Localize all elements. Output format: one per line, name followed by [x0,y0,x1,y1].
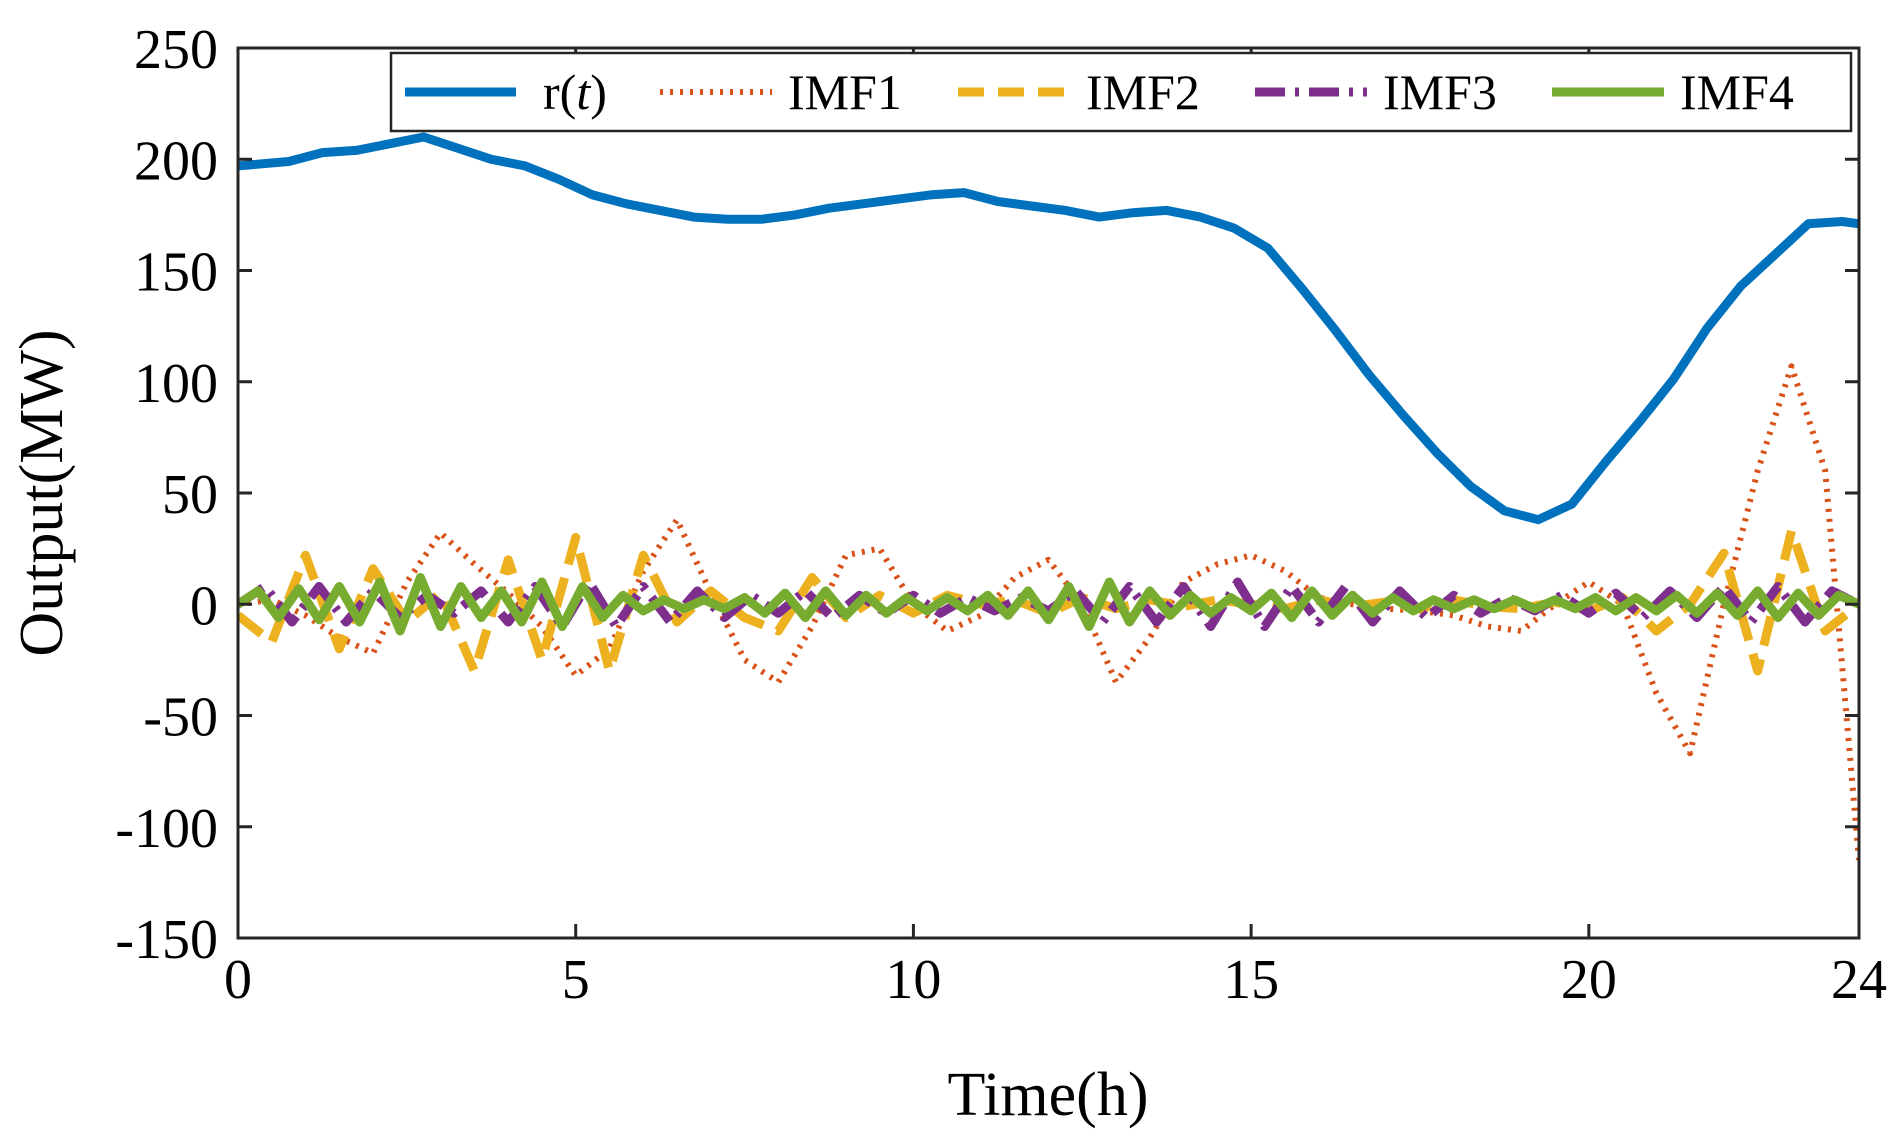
y-tick-label: -100 [115,798,218,860]
legend-label-imf2: IMF2 [1086,64,1200,120]
y-tick-label: -150 [115,909,218,971]
x-tick-label: 0 [224,949,252,1011]
y-tick-label: 0 [190,575,218,637]
y-tick-label: 100 [134,353,218,415]
legend: r(t) IMF1 IMF2 IMF3 IMF4 [389,51,1853,133]
legend-label-r-t-: r(t) [543,64,607,120]
x-tick-label: 24 [1831,949,1887,1011]
plot-frame [236,46,1861,940]
y-axis-label: Output(MW) [8,329,76,656]
x-tick-label: 5 [562,949,590,1011]
legend-label-imf3: IMF3 [1383,64,1497,120]
legend-label-imf4: IMF4 [1680,64,1794,120]
x-axis-label: Time(h) [948,1061,1149,1129]
series-line-imf4 [238,573,1859,636]
x-tick-label: 10 [885,949,941,1011]
series-layer [238,132,1859,861]
y-tick-label: 200 [134,130,218,192]
y-tick-label: 150 [134,242,218,304]
x-tick-label: 15 [1223,949,1279,1011]
series-line-r-t- [238,132,1859,525]
x-tick-label: 20 [1561,949,1617,1011]
tick-labels-layer: 0 5 10 15 20 24 250 200 150 100 50 0 -50 -100 -150 [115,19,1887,1011]
y-tick-label: 250 [134,19,218,81]
y-tick-label: -50 [143,687,218,749]
series-line-imf2 [238,526,1859,676]
series-line-imf1 [238,363,1859,861]
series-line-imf3 [238,577,1859,631]
legend-label-imf1: IMF1 [788,64,902,120]
y-tick-label: 50 [162,464,218,526]
ticks-layer [236,46,1861,940]
